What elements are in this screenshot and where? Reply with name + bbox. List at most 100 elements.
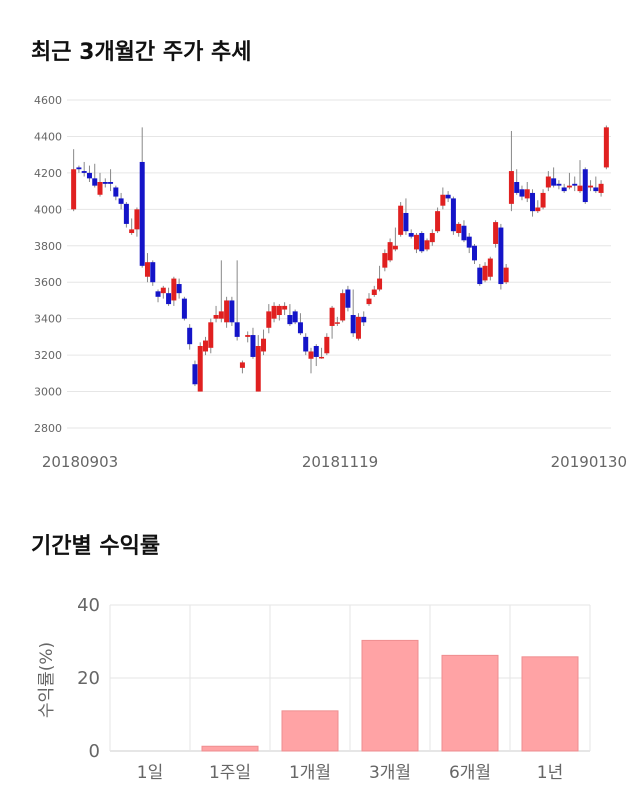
- price-x-tick-label: 20190130: [551, 453, 627, 471]
- candle-body: [530, 192, 536, 212]
- candle-body: [334, 322, 340, 324]
- candle-body: [234, 322, 240, 337]
- candle-body: [282, 305, 288, 310]
- candle-body: [355, 316, 361, 339]
- candle-body: [92, 178, 98, 186]
- candle-body: [392, 245, 398, 250]
- candle-body: [419, 233, 425, 252]
- price-y-tick-label: 4000: [34, 203, 62, 216]
- candle-body: [102, 182, 108, 184]
- return-y-tick-label: 20: [77, 668, 100, 689]
- candle-body: [572, 183, 578, 186]
- candle-body: [139, 161, 145, 266]
- candle-body: [519, 189, 525, 197]
- candle-body: [424, 240, 430, 250]
- return-x-tick-label: 1개월: [289, 763, 331, 783]
- return-bar: [361, 639, 419, 752]
- candle-body: [382, 253, 388, 268]
- candle-body: [598, 183, 604, 193]
- candle-body: [466, 236, 472, 248]
- candle-body: [81, 171, 87, 173]
- candle-body: [319, 356, 325, 359]
- candle-body: [150, 262, 156, 283]
- candle-body: [129, 229, 135, 234]
- candle-body: [371, 289, 377, 295]
- candle-body: [160, 287, 166, 294]
- return-y-axis-label: 수익률(%): [37, 642, 57, 718]
- return-bar: [441, 654, 499, 752]
- candle-body: [540, 192, 546, 208]
- candle-body: [255, 346, 261, 392]
- return-bar: [281, 710, 339, 752]
- candle-body: [456, 223, 462, 234]
- candle-body: [603, 127, 609, 168]
- candle-body: [508, 171, 514, 204]
- candle-body: [266, 311, 272, 328]
- candle-body: [445, 194, 451, 199]
- candle-body: [250, 335, 256, 357]
- price-grid: [67, 99, 611, 429]
- price-candlestick-chart: 4600 4400 4200 4000 3800 3600 3400 3200 3000 2800…: [34, 94, 627, 471]
- candle-body: [113, 187, 119, 197]
- candle-body: [203, 340, 208, 352]
- candle-body: [308, 351, 314, 359]
- candle-body: [588, 185, 594, 188]
- candle-body: [292, 311, 298, 323]
- candle-body: [239, 362, 245, 368]
- candle-body: [398, 205, 404, 235]
- candle-body: [187, 327, 193, 345]
- candle-body: [303, 336, 309, 352]
- return-y-axis: 40 20 0: [77, 595, 100, 762]
- candle-body: [366, 298, 372, 305]
- candle-body: [218, 311, 224, 319]
- price-x-tick-label: 20180903: [42, 453, 118, 471]
- candle-body: [313, 346, 319, 357]
- price-y-tick-label: 4200: [34, 167, 62, 180]
- candle-body: [171, 278, 177, 301]
- candle-body: [276, 305, 282, 316]
- candle-body: [503, 267, 509, 283]
- candle-body: [403, 212, 409, 232]
- candle-body: [556, 183, 562, 186]
- candle-body: [350, 315, 356, 334]
- candle-body: [561, 187, 567, 192]
- candle-body: [340, 293, 346, 321]
- return-x-axis: 1일 1주일 1개월 3개월 6개월 1년: [137, 763, 563, 783]
- candle-body: [440, 194, 446, 206]
- candle-body: [229, 300, 235, 323]
- candle-body: [551, 178, 557, 186]
- candle-body: [429, 233, 435, 243]
- candle-body: [134, 209, 140, 230]
- candle-body: [477, 267, 483, 285]
- return-bar: [521, 656, 579, 752]
- candle-body: [181, 298, 187, 319]
- candle-body: [208, 322, 214, 348]
- price-x-axis: 20180903 20181119 20190130: [42, 453, 627, 471]
- return-x-tick-label: 3개월: [369, 763, 411, 783]
- candle-body: [413, 234, 419, 250]
- candle-body: [329, 307, 335, 326]
- candle-body: [213, 315, 219, 319]
- price-y-tick-label: 3400: [34, 313, 62, 326]
- candle-body: [387, 242, 393, 261]
- candle-body: [493, 222, 499, 244]
- candle-body: [76, 167, 82, 170]
- price-y-tick-label: 4600: [34, 94, 62, 107]
- candle-body: [261, 338, 267, 352]
- return-bar: [201, 745, 259, 752]
- candle-body: [461, 225, 467, 241]
- candle-body: [345, 289, 351, 308]
- return-x-tick-label: 1일: [137, 763, 163, 783]
- candle-body: [498, 227, 504, 285]
- price-candles: [71, 125, 609, 392]
- candle-body: [86, 172, 92, 179]
- price-y-tick-label: 3200: [34, 349, 62, 362]
- candle-body: [155, 291, 161, 297]
- candle-body: [482, 265, 488, 281]
- candle-body: [271, 305, 277, 319]
- price-y-tick-label: 2800: [34, 422, 62, 435]
- return-x-tick-label: 6개월: [449, 763, 491, 783]
- candle-body: [108, 182, 114, 184]
- candle-body: [176, 284, 182, 294]
- return-bars: [201, 639, 579, 752]
